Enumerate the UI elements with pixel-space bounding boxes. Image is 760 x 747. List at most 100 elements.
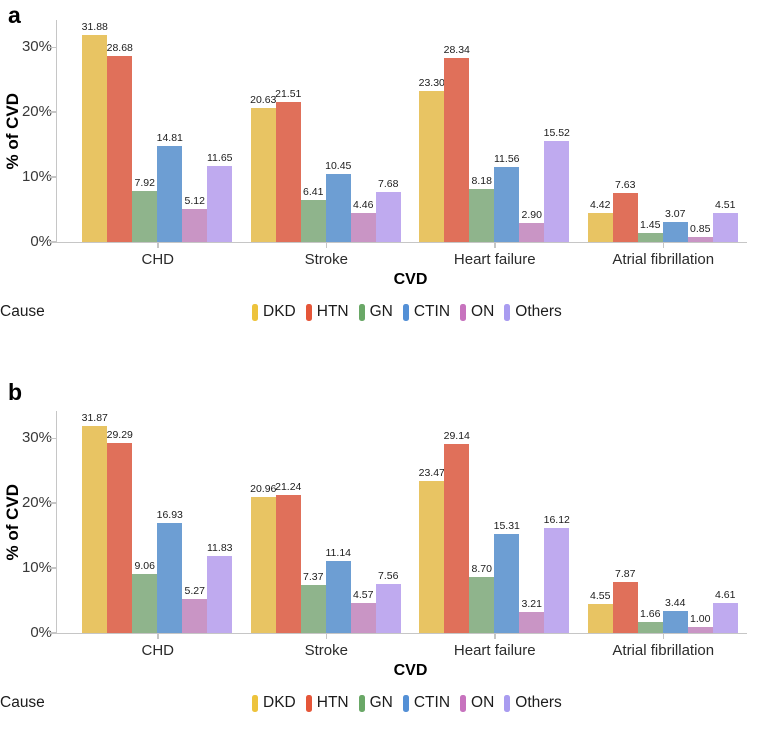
bar-group: 23.47 29.14 8.70 15.31 3.21 16.12 (410, 411, 579, 633)
legend: Cause DKD HTN GN CTIN ON Others (0, 694, 760, 712)
legend-item-dkd: DKD (252, 303, 296, 321)
legend-label: CTIN (413, 694, 451, 711)
bar-ctin: 14.81 (157, 132, 183, 242)
bar-value-label: 7.63 (615, 178, 636, 191)
bar-value-label: 16.93 (156, 509, 183, 522)
chart-area: % of CVD 0% 10% 20% 30% 31.88 28.68 7.92 14.81… (0, 0, 760, 250)
bar-gn: 7.37 (300, 571, 326, 633)
legend-item-others: Others (504, 694, 562, 712)
bar-dkd: 23.47 (419, 467, 445, 633)
y-tick-mark (49, 567, 56, 569)
y-tick-label: 20% (21, 103, 52, 121)
bar-value-label: 28.34 (443, 44, 470, 56)
bar-value-label: 11.65 (207, 152, 233, 165)
x-tick-label: Stroke (304, 642, 348, 659)
bar-value-label: 4.46 (353, 199, 374, 211)
x-tick: Heart failure (411, 243, 580, 269)
x-tick-mark (325, 243, 327, 248)
bar-dkd: 31.87 (82, 412, 108, 633)
y-tick-mark (49, 632, 56, 634)
plot-area: 31.88 28.68 7.92 14.81 5.12 11.65 20.63 21.51 6.… (49, 20, 747, 243)
legend-label: HTN (316, 694, 349, 711)
bar-on: 4.46 (350, 199, 376, 242)
bar-gn: 6.41 (300, 186, 326, 242)
y-tick-mark (49, 241, 56, 243)
bar-value-label: 8.70 (471, 562, 492, 575)
bar-gn: 7.92 (132, 177, 158, 242)
x-tick: Atrial fibrillation (579, 634, 748, 660)
legend-label: ON (471, 694, 495, 711)
legend-item-htn: HTN (305, 303, 349, 321)
bar-value-label: 31.88 (81, 21, 108, 34)
legend-title: Cause (0, 303, 45, 320)
bar-ctin: 11.56 (494, 153, 520, 242)
bar-value-label: 2.90 (521, 209, 542, 222)
bar-group: 20.63 21.51 6.41 10.45 4.46 7.68 (242, 20, 411, 242)
bar-value-label: 15.31 (493, 519, 520, 532)
legend-item-others: Others (504, 303, 562, 321)
bar-group: 31.87 29.29 9.06 16.93 5.27 11.83 (73, 411, 242, 633)
x-tick-labels: CHD Stroke Heart failure Atrial fibrillatio… (58, 243, 748, 269)
bar-htn: 7.63 (612, 179, 638, 242)
x-tick-label: Stroke (304, 251, 348, 268)
legend-item-htn: HTN (305, 694, 349, 712)
x-tick-mark (157, 634, 159, 639)
x-tick: Stroke (242, 243, 411, 269)
panel-b: b % of CVD 0% 10% 20% 30% 31.87 29.29 9.06 16.… (0, 379, 760, 712)
bar-others: 4.51 (712, 199, 738, 242)
bar-value-label: 5.27 (184, 584, 205, 597)
legend: Cause DKD HTN GN CTIN ON Others (0, 303, 760, 321)
bar-value-label: 7.37 (303, 571, 324, 584)
bar-htn: 28.34 (444, 44, 470, 242)
legend-label: DKD (263, 694, 296, 711)
x-tick-label: Atrial fibrillation (612, 251, 715, 268)
legend-label: Others (515, 694, 562, 711)
legend-swatch (358, 694, 365, 712)
bar-value-label: 3.44 (665, 596, 686, 609)
legend-label: GN (369, 303, 393, 320)
bar-htn: 29.14 (444, 430, 470, 633)
bar-others: 11.65 (207, 152, 233, 242)
x-tick-mark (494, 243, 496, 248)
bar-htn: 21.51 (275, 88, 301, 242)
y-tick-mark (49, 437, 56, 440)
legend-swatch (460, 303, 467, 321)
legend-swatch (460, 694, 467, 712)
bar-htn: 21.24 (275, 481, 301, 633)
bar-value-label: 9.06 (134, 560, 155, 573)
x-tick-label: CHD (141, 251, 175, 268)
x-tick-label: Atrial fibrillation (612, 642, 715, 659)
bar-ctin: 11.14 (326, 547, 351, 633)
legend-label: ON (471, 303, 495, 320)
bar-ctin: 3.44 (662, 597, 688, 633)
y-tick-mark (49, 46, 56, 49)
bar-group: 20.96 21.24 7.37 11.14 4.57 7.56 (242, 411, 411, 633)
legend-item-ctin: CTIN (402, 694, 451, 712)
bar-on: 4.57 (350, 589, 376, 633)
bar-gn: 9.06 (132, 560, 158, 633)
bar-dkd: 4.55 (587, 590, 613, 633)
bar-dkd: 23.30 (419, 77, 445, 242)
bar-htn: 7.87 (612, 568, 638, 633)
bar-value-label: 1.00 (690, 612, 711, 625)
legend-swatch (305, 303, 312, 321)
x-tick-mark (662, 243, 664, 248)
chart-area: % of CVD 0% 10% 20% 30% 31.87 29.29 9.06 16.93… (0, 379, 760, 641)
bar-value-label: 7.87 (615, 567, 636, 580)
y-tick-label: 20% (21, 494, 52, 512)
bar-on: 2.90 (519, 209, 545, 242)
bar-ctin: 3.07 (662, 208, 688, 242)
bar-value-label: 0.85 (690, 222, 711, 235)
bar-group: 31.88 28.68 7.92 14.81 5.12 11.65 (73, 20, 242, 242)
x-tick: CHD (74, 634, 243, 660)
legend-label: DKD (263, 303, 296, 320)
bar-others: 7.68 (375, 178, 401, 242)
bar-gn: 8.18 (469, 175, 495, 242)
legend-label: CTIN (413, 303, 451, 320)
legend-swatch (252, 694, 259, 712)
y-tick-label: 10% (21, 168, 52, 186)
bar-value-label: 4.42 (590, 199, 611, 212)
legend-swatch (252, 303, 259, 321)
bar-value-label: 16.12 (543, 514, 570, 527)
bar-on: 1.00 (687, 613, 713, 633)
